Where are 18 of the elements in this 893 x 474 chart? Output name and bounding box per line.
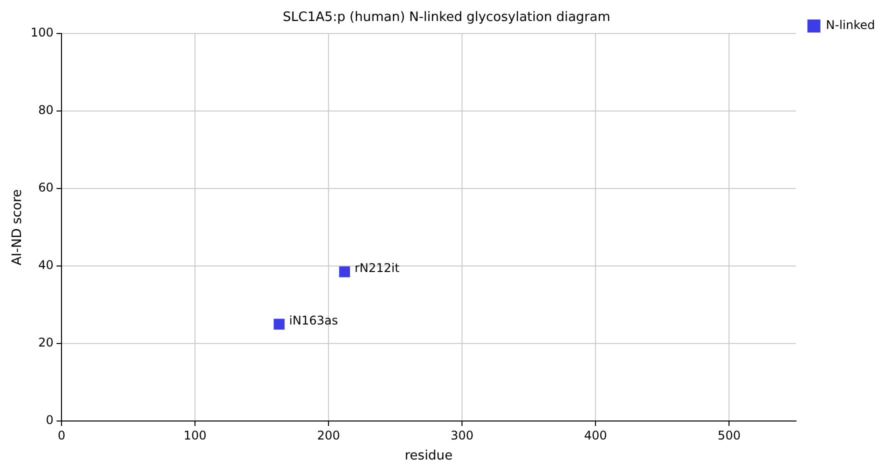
annotation: rN212it [354,260,400,275]
annotation: iN163as [289,313,338,328]
y-tick-label: 100 [30,26,54,40]
x-tick-label: 400 [584,428,608,442]
y-tick-label: 80 [38,103,54,118]
legend-label: N-linked [826,18,876,32]
chart-title: SLC1A5:p (human) N-linked glycosylation diagram [282,10,610,26]
x-tick-label: 100 [184,428,206,442]
y-tick-label: 40 [38,258,54,272]
x-axis-title: residue [404,448,453,464]
x-tick-label: 0 [58,428,66,442]
x-tick-label: 500 [718,428,741,442]
x-tick-label: 200 [317,428,340,442]
y-tick-label: 0 [46,413,54,428]
x-tick-label: 300 [450,428,474,442]
y-tick-label: 60 [38,180,54,195]
y-tick-label: 20 [38,336,54,350]
y-axis-title: AI-ND score [10,189,26,266]
